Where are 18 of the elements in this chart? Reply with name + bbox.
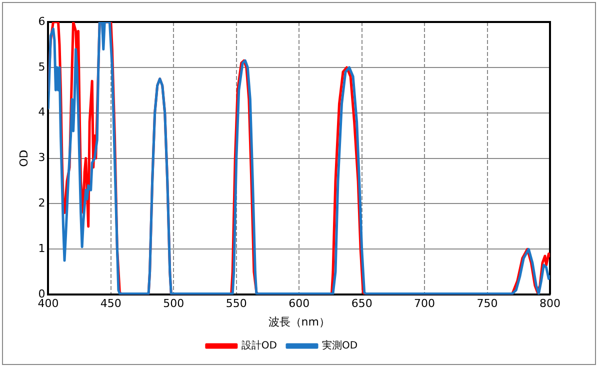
legend-label: 設計OD xyxy=(241,340,278,352)
x-tick-label: 500 xyxy=(163,297,184,310)
y-tick-label: 3 xyxy=(38,151,46,164)
y-tick-label: 4 xyxy=(38,106,46,119)
x-tick-label: 550 xyxy=(226,297,247,310)
x-tick-label: 750 xyxy=(476,297,498,310)
y-tick-label: 6 xyxy=(38,14,46,28)
x-axis-title: 波長（nm） xyxy=(268,315,330,328)
legend-label: 実測OD xyxy=(322,340,358,352)
y-tick-label: 1 xyxy=(38,242,46,256)
x-tick-label: 800 xyxy=(540,297,560,310)
y-tick-label: 2 xyxy=(38,196,46,210)
x-tick-label: 700 xyxy=(414,297,436,310)
x-tick-label: 600 xyxy=(288,297,310,310)
x-tick-label: 650 xyxy=(351,297,372,310)
y-tick-label: 5 xyxy=(38,60,46,74)
y-axis-title: OD xyxy=(17,150,30,167)
x-tick-label: 450 xyxy=(100,297,122,310)
